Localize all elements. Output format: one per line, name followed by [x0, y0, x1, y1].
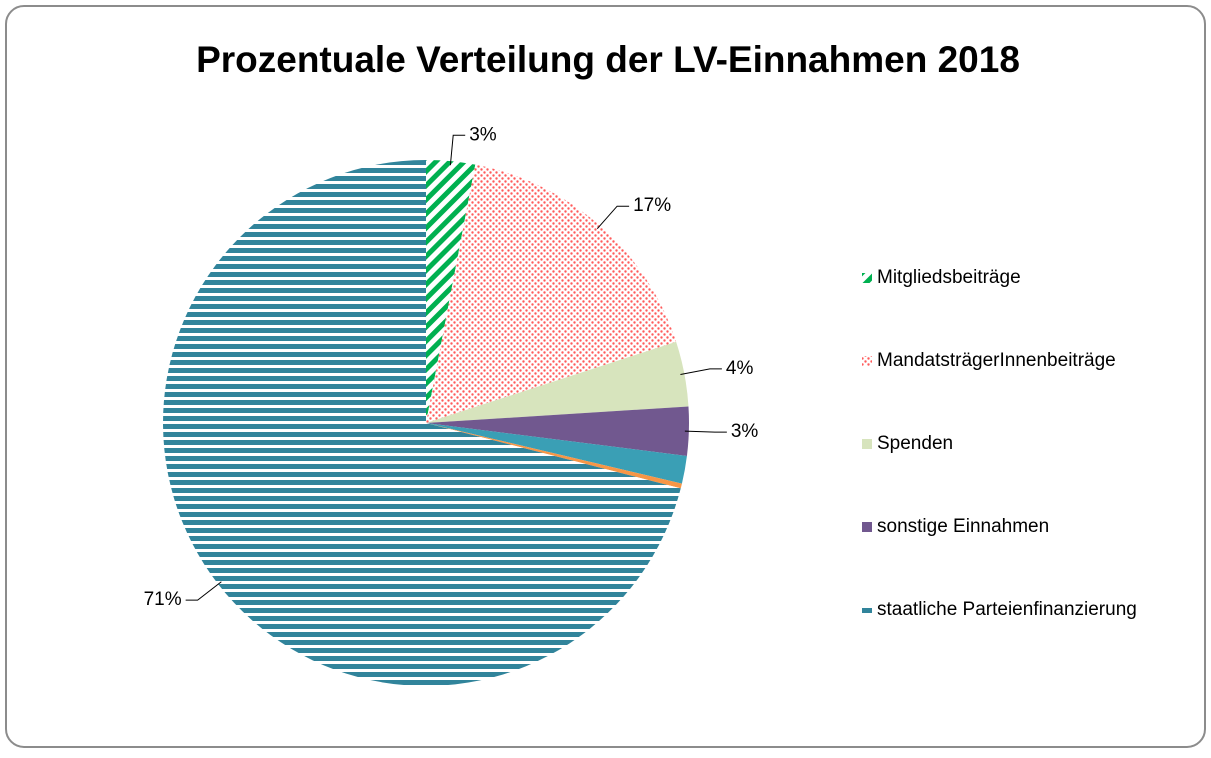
pie-slice: [426, 406, 689, 456]
legend-swatch: [862, 356, 872, 366]
leader-line: [684, 430, 727, 433]
pie-slice: [426, 341, 689, 423]
pie-slice: [426, 423, 687, 484]
data-label: 71%: [144, 589, 182, 610]
legend-label: sonstige Einnahmen: [877, 516, 1049, 537]
legend-swatch: [862, 605, 872, 615]
legend-swatch: [862, 522, 872, 532]
data-label: 3%: [469, 124, 497, 145]
chart-title: Prozentuale Verteilung der LV-Einnahmen …: [196, 39, 1020, 80]
legend-label: Spenden: [877, 433, 953, 454]
pie-slice: [426, 160, 476, 423]
data-label: 17%: [633, 195, 671, 216]
pie-slice: [163, 160, 681, 686]
leader-line: [185, 581, 222, 601]
leader-line: [680, 368, 722, 375]
leader-line: [449, 134, 466, 166]
data-label: 3%: [731, 421, 759, 442]
legend-swatch: [862, 439, 872, 449]
pie-slice: [426, 164, 677, 423]
leader-line: [596, 205, 630, 230]
pie-slice: [426, 423, 682, 489]
legend-label: MandatsträgerInnenbeiträge: [877, 350, 1116, 371]
data-label: 4%: [726, 358, 754, 379]
legend-label: staatliche Parteienfinanzierung: [877, 599, 1137, 620]
legend-label: Mitgliedsbeiträge: [877, 267, 1021, 288]
legend-swatch: [862, 273, 872, 283]
